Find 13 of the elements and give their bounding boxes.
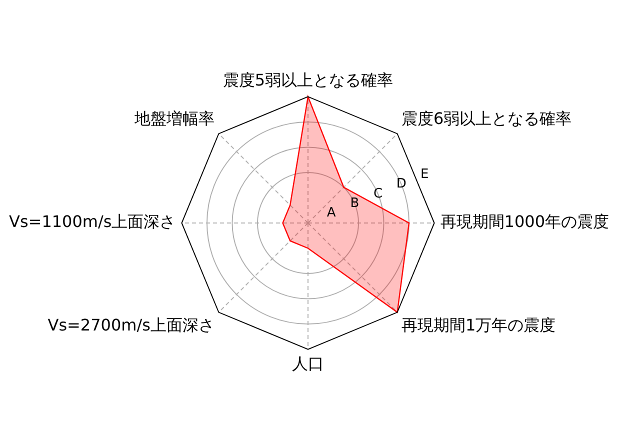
spoke-label: 震度5弱以上となる確率 (222, 70, 394, 90)
spoke-label: Vs=1100m/s上面深さ (9, 212, 176, 232)
y-tick-label: A (326, 206, 336, 221)
y-tick-label: E (420, 167, 429, 182)
spoke-label: 人口 (292, 354, 324, 374)
spoke-label: 地盤増幅率 (133, 109, 214, 128)
spoke-label: 震度6弱以上となる確率 (402, 109, 572, 128)
y-tick-label: B (350, 196, 360, 212)
y-tick-label: D (396, 176, 406, 192)
spoke-label: 再現期間1000年の震度 (440, 212, 609, 232)
spoke-label: 再現期間1万年の震度 (402, 315, 556, 334)
y-tick-label: C (373, 186, 383, 202)
spoke-label: Vs=2700m/s上面深さ (48, 315, 214, 334)
